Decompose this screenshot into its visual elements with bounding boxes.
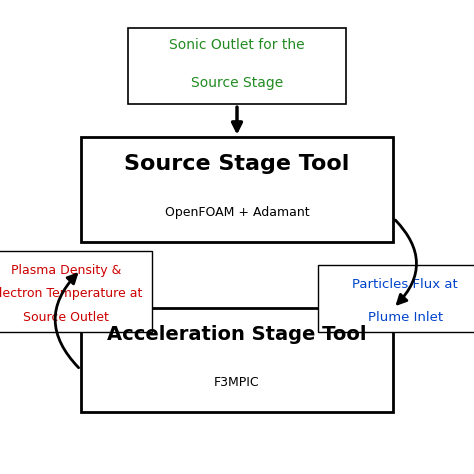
Text: Source Stage Tool: Source Stage Tool (124, 154, 350, 173)
Text: Electron Temperature at: Electron Temperature at (0, 287, 142, 301)
FancyBboxPatch shape (318, 265, 474, 332)
Text: Acceleration Stage Tool: Acceleration Stage Tool (107, 325, 367, 344)
Text: F3MPIC: F3MPIC (214, 376, 260, 390)
FancyBboxPatch shape (128, 28, 346, 104)
Text: OpenFOAM + Adamant: OpenFOAM + Adamant (164, 206, 310, 219)
FancyBboxPatch shape (0, 251, 152, 332)
Text: Sonic Outlet for the: Sonic Outlet for the (169, 38, 305, 52)
FancyBboxPatch shape (81, 308, 393, 412)
Text: Particles Flux at: Particles Flux at (352, 278, 458, 291)
Text: Source Stage: Source Stage (191, 76, 283, 90)
Text: Plume Inlet: Plume Inlet (368, 311, 443, 324)
Text: Source Outlet: Source Outlet (23, 311, 109, 324)
Text: Plasma Density &: Plasma Density & (11, 264, 121, 277)
FancyBboxPatch shape (81, 137, 393, 242)
